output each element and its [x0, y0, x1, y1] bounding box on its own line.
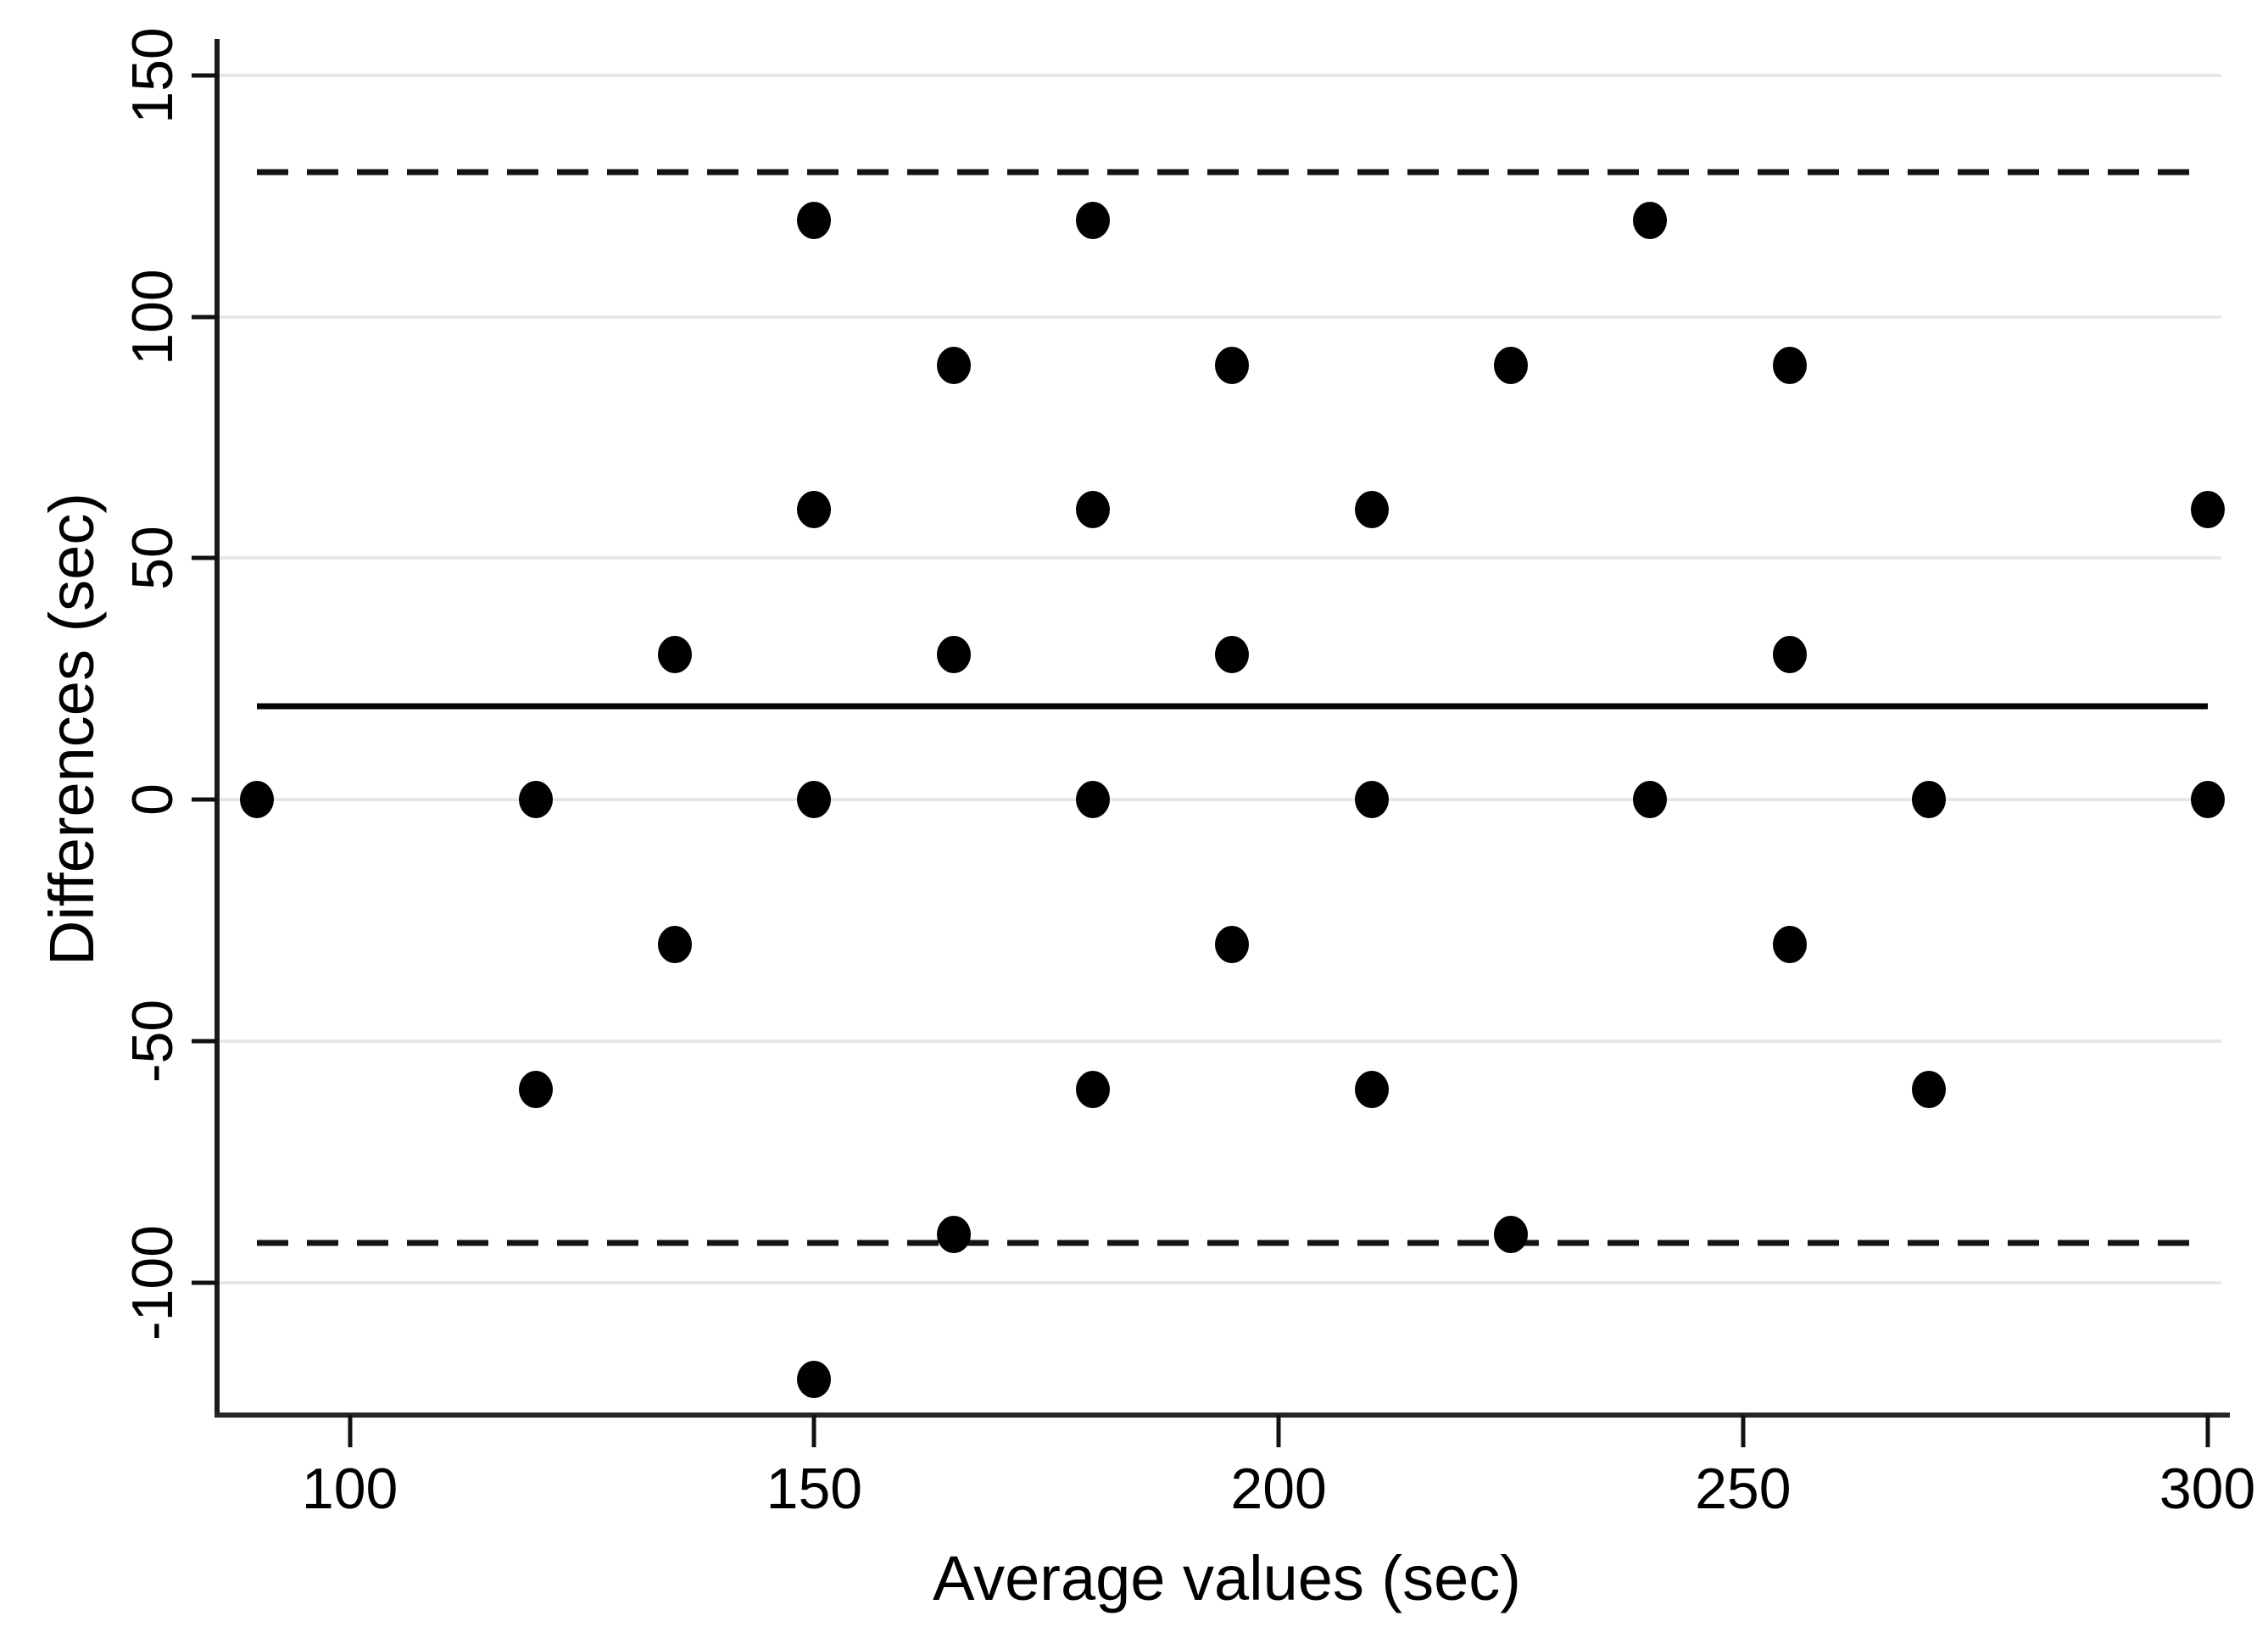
y-tick	[192, 1039, 217, 1044]
data-point	[797, 491, 832, 529]
x-tick	[1276, 1415, 1281, 1447]
data-point	[2190, 781, 2225, 819]
y-tick	[192, 797, 217, 802]
data-point	[1076, 1071, 1111, 1109]
data-point	[1076, 781, 1111, 819]
data-point	[936, 636, 971, 674]
y-tick-label: -100	[120, 1224, 185, 1340]
data-point	[518, 1071, 553, 1109]
mean-difference-line	[257, 703, 2208, 710]
upper-limit-of-agreement-line	[257, 169, 2208, 176]
x-axis-spine	[215, 1412, 2230, 1418]
y-tick-label: 150	[120, 26, 185, 124]
data-point	[1772, 346, 1807, 384]
x-axis-title: Average values (sec)	[933, 1543, 1521, 1613]
y-axis-title: Differences (sec)	[36, 493, 107, 966]
data-point	[658, 636, 693, 674]
y-tick	[192, 73, 217, 78]
data-point	[1493, 346, 1528, 384]
data-point	[1215, 926, 1250, 964]
data-point	[240, 781, 275, 819]
y-tick	[192, 315, 217, 320]
data-point	[1772, 636, 1807, 674]
y-tick	[192, 555, 217, 560]
data-point	[936, 346, 971, 384]
x-tick	[2205, 1415, 2210, 1447]
data-point	[518, 781, 553, 819]
data-point	[2190, 491, 2225, 529]
data-point	[1215, 346, 1250, 384]
x-tick	[811, 1415, 816, 1447]
data-point	[1354, 1071, 1389, 1109]
x-tick-label: 200	[1230, 1457, 1327, 1521]
data-point	[797, 781, 832, 819]
data-point	[1076, 491, 1111, 529]
x-tick-label: 250	[1695, 1457, 1792, 1521]
y-tick-label: 50	[120, 526, 185, 591]
y-gridline	[217, 315, 2221, 319]
x-tick-label: 150	[766, 1457, 863, 1521]
data-point	[1076, 201, 1111, 239]
data-point	[1493, 1215, 1528, 1253]
data-point	[1215, 636, 1250, 674]
data-point	[1633, 781, 1668, 819]
x-tick-label: 100	[301, 1457, 398, 1521]
y-gridline	[217, 798, 2221, 802]
x-tick	[348, 1415, 353, 1447]
y-tick	[192, 1280, 217, 1285]
y-gridline	[217, 556, 2221, 560]
x-tick	[1741, 1415, 1746, 1447]
x-tick-label: 300	[2159, 1457, 2256, 1521]
y-tick-label: 0	[120, 783, 185, 816]
y-gridline	[217, 1039, 2221, 1044]
y-gridline	[217, 73, 2221, 77]
y-axis-spine	[215, 39, 220, 1416]
data-point	[1633, 201, 1668, 239]
data-point	[1911, 781, 1946, 819]
y-tick-label: 100	[120, 268, 185, 365]
data-point	[658, 926, 693, 964]
data-point	[797, 201, 832, 239]
data-point	[936, 1215, 971, 1253]
lower-limit-of-agreement-line	[257, 1240, 2208, 1246]
data-point	[1772, 926, 1807, 964]
y-tick-label: -50	[120, 999, 185, 1084]
y-gridline	[217, 1280, 2221, 1284]
data-point	[1911, 1071, 1946, 1109]
data-point	[1354, 491, 1389, 529]
data-point	[1354, 781, 1389, 819]
data-point	[797, 1360, 832, 1398]
